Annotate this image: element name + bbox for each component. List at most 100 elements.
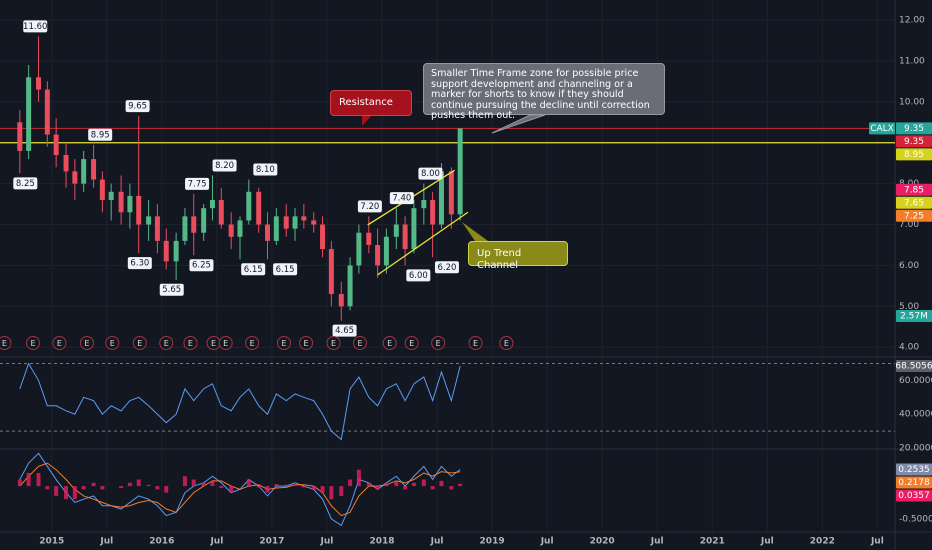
candle-body <box>201 208 207 233</box>
price-tag: 7.25 <box>904 211 924 221</box>
resistance-callout: Resistance <box>330 90 412 116</box>
candle-body <box>26 77 32 151</box>
price-label-bg <box>332 324 357 337</box>
x-tick-label: Jul <box>650 537 664 547</box>
candle-body <box>108 191 114 200</box>
histogram-bar <box>421 479 426 487</box>
price-tag-bg <box>896 135 932 148</box>
earnings-label: E <box>387 339 392 348</box>
histogram-bar <box>91 482 96 487</box>
price-label-bg <box>357 200 382 213</box>
price-tag: 9.35 <box>904 137 924 147</box>
earnings-label: E <box>137 339 142 348</box>
candle-body <box>246 191 252 221</box>
price-label-bg <box>125 100 150 113</box>
earnings-icon <box>299 336 314 350</box>
earnings-icon <box>52 336 67 350</box>
earnings-icon <box>352 336 367 350</box>
histogram-bar <box>384 484 389 487</box>
earnings-icon <box>468 336 483 350</box>
histogram-bar <box>17 479 22 487</box>
price-tag-bg <box>896 148 932 161</box>
histogram-bar <box>182 476 187 487</box>
candle-body <box>44 89 50 135</box>
candle-body <box>393 224 399 237</box>
candle-body <box>328 249 334 295</box>
price-tag-bg <box>896 209 932 222</box>
earnings-label: E <box>331 339 336 348</box>
histogram-bar <box>127 482 132 487</box>
histogram-bar <box>311 486 316 490</box>
price-label: 8.10 <box>256 165 275 175</box>
price-label-bg <box>13 177 38 190</box>
x-tick-label: Jul <box>540 537 554 547</box>
histogram-bar <box>26 472 31 487</box>
price-label-bg <box>241 263 266 276</box>
price-label: 9.65 <box>128 102 147 112</box>
candle-body <box>36 77 42 90</box>
histogram-bar <box>146 484 151 487</box>
price-label: 5.65 <box>162 285 181 295</box>
price-label: 6.30 <box>130 259 149 269</box>
earnings-label: E <box>281 339 286 348</box>
y-tick-label: 7.00 <box>899 220 919 230</box>
histogram-bar <box>81 486 86 490</box>
x-tick-label: 2022 <box>810 537 835 547</box>
earnings-label: E <box>473 339 478 348</box>
histogram-bar <box>284 484 289 487</box>
candle-body <box>63 155 69 172</box>
histogram-bar <box>191 479 196 487</box>
price-label-bg <box>88 128 113 141</box>
histogram-bar <box>375 486 380 490</box>
earnings-label: E <box>110 339 115 348</box>
callout-pointer <box>491 114 546 134</box>
candle-body <box>356 232 362 266</box>
candle-body <box>273 216 279 241</box>
channel-line <box>377 211 469 276</box>
price-label: 8.25 <box>16 179 35 189</box>
histogram-bar <box>155 486 160 490</box>
histogram-bar <box>72 486 77 500</box>
price-label-bg <box>23 20 48 33</box>
histogram-bar <box>411 482 416 487</box>
histogram-bar <box>210 481 215 487</box>
earnings-icon <box>326 336 341 350</box>
earnings-icon <box>0 336 12 350</box>
candle-body <box>218 199 224 225</box>
price-label: 7.75 <box>188 179 207 189</box>
candle-body <box>457 128 463 215</box>
x-tick-label: 2020 <box>590 537 615 547</box>
volume-tag: 2.57M <box>900 312 928 322</box>
candle-body <box>91 159 97 180</box>
earnings-icon <box>382 336 397 350</box>
candle-body <box>411 208 417 250</box>
price-label: 4.65 <box>335 326 354 336</box>
candle-body <box>301 216 307 221</box>
x-tick-label: 2016 <box>149 537 174 547</box>
earnings-label: E <box>211 339 216 348</box>
y-tick-label: 4.00 <box>899 343 919 353</box>
earnings-label: E <box>504 339 509 348</box>
histogram-bar <box>219 486 224 489</box>
earnings-label: E <box>409 339 414 348</box>
macd-tag-bg <box>896 476 932 489</box>
y-tick-label: 12.00 <box>899 16 925 26</box>
macd-tag-bg <box>896 489 932 502</box>
earnings-label: E <box>436 339 441 348</box>
price-label: 7.20 <box>360 202 379 212</box>
price-tag: 7.65 <box>904 198 924 208</box>
price-label-bg <box>273 263 298 276</box>
callout-pointer <box>362 115 372 126</box>
x-tick-label: Jul <box>320 537 334 547</box>
price-label: 6.00 <box>409 271 428 281</box>
histogram-bar <box>246 479 251 487</box>
price-tag-bg <box>896 122 932 135</box>
earnings-icon <box>183 336 198 350</box>
candle-body <box>292 216 298 229</box>
earnings-label: E <box>164 339 169 348</box>
earnings-label: E <box>188 339 193 348</box>
earnings-icon <box>159 336 174 350</box>
candle-body <box>375 244 381 266</box>
